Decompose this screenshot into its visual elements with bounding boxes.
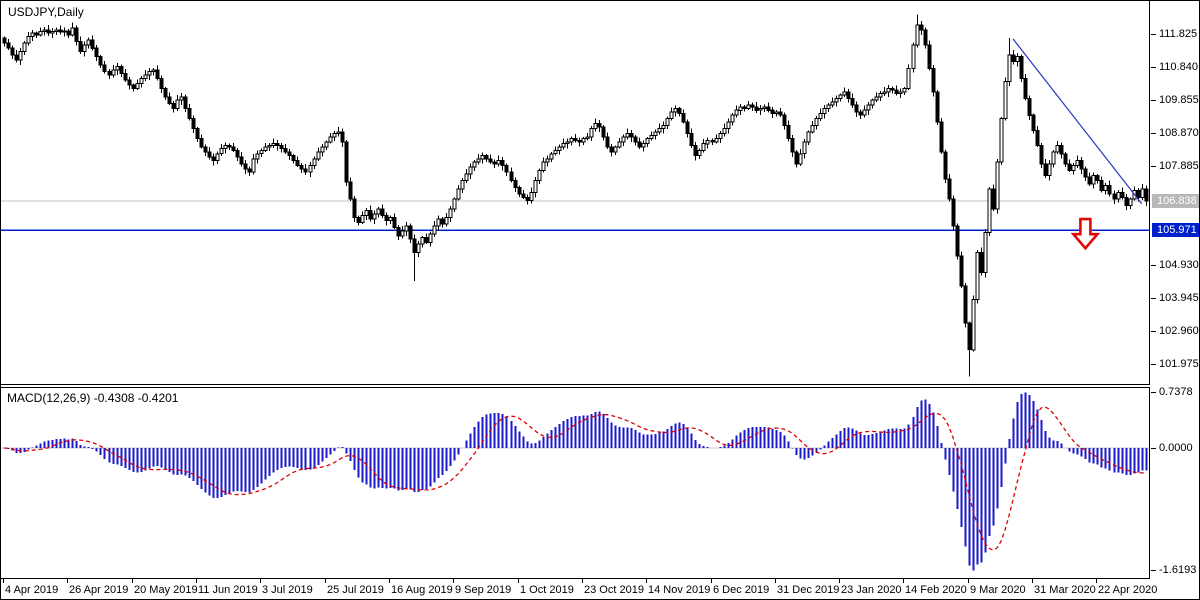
time-axis-tick xyxy=(389,579,390,583)
time-axis-tick xyxy=(903,579,904,583)
time-axis-label: 11 Jun 2019 xyxy=(198,584,258,596)
time-axis-tick xyxy=(3,579,4,583)
time-axis-label: 4 Apr 2019 xyxy=(5,584,59,596)
price-panel[interactable]: USDJPY,Daily xyxy=(1,1,1150,384)
macd-name: MACD(12,26,9) xyxy=(7,391,91,405)
time-axis-label: 14 Feb 2020 xyxy=(905,584,967,596)
time-axis-label: 20 May 2019 xyxy=(134,584,198,596)
time-axis-label: 6 Dec 2019 xyxy=(713,584,770,596)
price-axis-label: 104.930 xyxy=(1159,259,1199,271)
time-axis-tick xyxy=(325,579,326,583)
price-axis-label: 107.885 xyxy=(1159,160,1199,172)
price-axis-label: 103.945 xyxy=(1159,292,1199,304)
price-axis-label: 101.975 xyxy=(1159,358,1199,370)
time-axis-tick xyxy=(582,579,583,583)
time-axis-tick xyxy=(1096,579,1097,583)
time-axis-label: 31 Mar 2020 xyxy=(1034,584,1096,596)
price-axis-label: 108.870 xyxy=(1159,127,1199,139)
time-scale[interactable]: 4 Apr 2019 26 Apr 2019 20 May 2019 11 Jun 2… xyxy=(1,579,1199,599)
price-axis-label: 102.960 xyxy=(1159,325,1199,337)
time-axis-tick xyxy=(646,579,647,583)
level-price-marker: 105.971 xyxy=(1152,223,1199,237)
time-axis-label: 26 Apr 2019 xyxy=(69,584,129,596)
price-axis-tick xyxy=(1151,133,1156,134)
price-axis-tick xyxy=(1151,265,1156,266)
current-price-marker: 106.838 xyxy=(1152,194,1199,208)
price-axis-tick xyxy=(1151,100,1156,101)
trendline[interactable] xyxy=(1012,38,1143,205)
time-axis-tick xyxy=(196,579,197,583)
time-axis-tick xyxy=(711,579,712,583)
macd-indicator-label: MACD(12,26,9) -0.4308 -0.4201 xyxy=(7,391,178,405)
macd-axis-label: 0.7378 xyxy=(1159,386,1193,398)
time-axis-label: 23 Jan 2020 xyxy=(841,584,902,596)
macd-scale[interactable]: 0.7378 0.0000 -1.6193 xyxy=(1151,386,1199,579)
time-axis-tick xyxy=(968,579,969,583)
time-axis-tick xyxy=(1032,579,1033,583)
price-axis-tick xyxy=(1151,298,1156,299)
time-axis-label: 25 Jul 2019 xyxy=(327,584,384,596)
time-axis-label: 31 Dec 2019 xyxy=(777,584,840,596)
macd-axis-tick xyxy=(1151,448,1156,449)
macd-axis-tick xyxy=(1151,570,1156,571)
down-arrow-annotation[interactable] xyxy=(1070,217,1101,251)
macd-axis-tick xyxy=(1151,392,1156,393)
time-axis-tick xyxy=(260,579,261,583)
macd-panel[interactable]: MACD(12,26,9) -0.4308 -0.4201 xyxy=(1,388,1150,579)
symbol-timeframe-label: USDJPY,Daily xyxy=(8,5,84,19)
time-axis-label: 3 Jul 2019 xyxy=(262,584,313,596)
time-axis-tick xyxy=(518,579,519,583)
macd-axis-label: 0.0000 xyxy=(1159,442,1193,454)
time-axis-tick xyxy=(132,579,133,583)
macd-main-value: -0.4308 xyxy=(93,391,135,405)
time-axis-tick xyxy=(839,579,840,583)
price-axis-label: 110.840 xyxy=(1159,61,1198,73)
price-axis-tick xyxy=(1151,34,1156,35)
price-chart-svg[interactable] xyxy=(1,1,1150,384)
panel-splitter[interactable] xyxy=(1,384,1150,388)
time-axis-label: 14 Nov 2019 xyxy=(648,584,711,596)
time-axis-tick xyxy=(453,579,454,583)
macd-signal-line xyxy=(3,406,1146,551)
price-axis-tick xyxy=(1151,67,1156,68)
macd-axis-label: -1.6193 xyxy=(1159,564,1197,576)
time-axis-label: 23 Oct 2019 xyxy=(584,584,644,596)
price-axis-tick xyxy=(1151,166,1156,167)
time-axis-label: 16 Aug 2019 xyxy=(391,584,453,596)
time-axis-tick xyxy=(775,579,776,583)
time-axis-tick xyxy=(67,579,68,583)
price-scale[interactable]: 106.838 105.971 111.825 110.840 109.855 108… xyxy=(1151,1,1199,388)
time-axis-label: 1 Oct 2019 xyxy=(520,584,574,596)
price-axis-label: 111.825 xyxy=(1159,28,1198,40)
time-axis-label: 9 Mar 2020 xyxy=(970,584,1026,596)
price-axis-tick xyxy=(1151,364,1156,365)
macd-chart-svg[interactable] xyxy=(1,388,1150,578)
price-axis-label: 109.855 xyxy=(1159,94,1199,106)
macd-signal-value: -0.4201 xyxy=(137,391,179,405)
time-axis-label: 22 Apr 2020 xyxy=(1098,584,1158,596)
price-axis-tick xyxy=(1151,331,1156,332)
time-axis-label: 9 Sep 2019 xyxy=(455,584,512,596)
